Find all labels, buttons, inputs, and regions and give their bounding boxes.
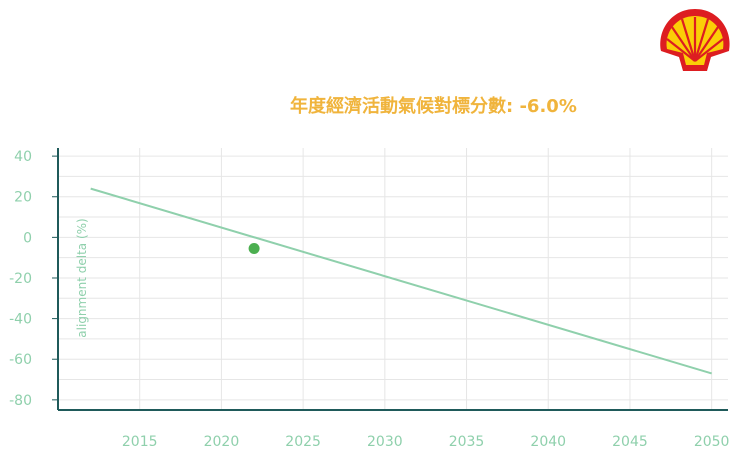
x-tick-label: 2050	[694, 434, 730, 450]
shell-logo-icon	[660, 9, 730, 71]
y-tick-label: 40	[14, 149, 32, 165]
x-tick-label: 2040	[530, 434, 566, 450]
x-tick-label: 2025	[285, 434, 321, 450]
chart-title: 年度經濟活動氣候對標分數: -6.0%	[290, 96, 577, 117]
y-tick-label: -80	[9, 393, 32, 409]
x-tick-label: 2030	[367, 434, 403, 450]
x-tick-label: 2020	[204, 434, 240, 450]
y-tick-label: 20	[14, 190, 32, 206]
x-tick-label: 2035	[449, 434, 485, 450]
logo-shell-ribs	[666, 17, 724, 62]
x-tick-label: 2015	[122, 434, 158, 450]
data-point	[248, 243, 260, 255]
x-tick-label: 2045	[612, 434, 648, 450]
y-axis-title: alignment delta (%)	[75, 218, 89, 337]
y-tick-label: -60	[9, 352, 32, 368]
y-tick-label: -20	[9, 271, 32, 287]
series-line	[90, 187, 712, 375]
y-tick-label: 0	[23, 230, 32, 246]
y-tick-label: -40	[9, 312, 32, 328]
